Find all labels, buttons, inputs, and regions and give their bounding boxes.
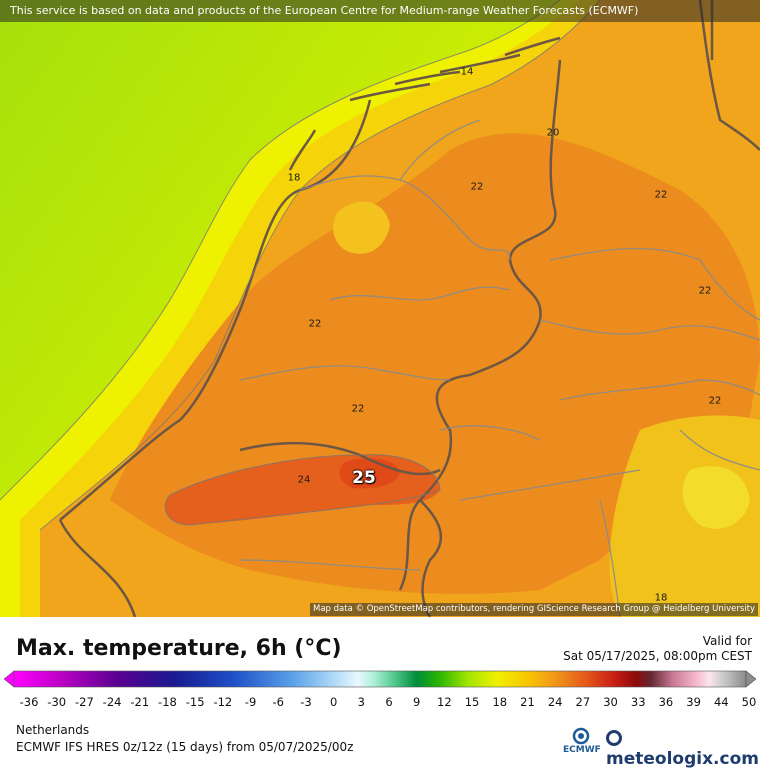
scale-tick-label: -27 xyxy=(74,695,94,709)
scale-tick-label: 33 xyxy=(630,695,646,709)
scale-tick-label: 15 xyxy=(464,695,480,709)
scale-tick-label: 21 xyxy=(520,695,535,709)
scale-tick-label: -15 xyxy=(185,695,205,709)
temperature-label: 22 xyxy=(351,403,365,415)
page-title: Max. temperature, 6h (°C) xyxy=(16,636,342,661)
scale-tick-label: 0 xyxy=(329,695,338,709)
scale-tick-label: 18 xyxy=(492,695,508,709)
cool-pocket-ijssel xyxy=(333,201,390,254)
model-info: ECMWF IFS HRES 0z/12z (15 days) from 05/… xyxy=(16,740,354,754)
province-borders xyxy=(239,119,760,617)
meteologix-label: meteologix.com xyxy=(606,749,759,769)
region-name: Netherlands xyxy=(16,723,90,737)
meteologix-logo[interactable]: meteologix.com xyxy=(606,729,760,769)
scale-ticks: -36 -30 -27 -24 -21 -18 -15 -12 -9 -6 -3 0 3 6 9 12 15 18… xyxy=(0,695,760,711)
frisian-islands xyxy=(288,36,561,171)
meteologix-icon xyxy=(606,730,622,746)
temperature-label: 22 xyxy=(308,318,322,330)
scale-tick-label: 50 xyxy=(741,695,757,709)
scale-tick-label: 9 xyxy=(413,695,421,709)
temperature-label: 18 xyxy=(654,592,668,604)
temperature-label: 22 xyxy=(698,285,712,297)
valid-for-label: Valid for xyxy=(702,634,752,648)
isotherms xyxy=(0,0,601,531)
scale-tick-label: -30 xyxy=(47,695,67,709)
scale-tick-label: 24 xyxy=(547,695,563,709)
temperature-label: 22 xyxy=(708,395,722,407)
scale-tick-label: -6 xyxy=(272,695,284,709)
scale-tick-label: 44 xyxy=(713,695,729,709)
temperature-label: 18 xyxy=(287,172,301,184)
scale-tick-label: 6 xyxy=(385,695,393,709)
color-scale xyxy=(4,670,756,688)
scale-tick-label: 30 xyxy=(603,695,618,709)
cool-pocket-east xyxy=(682,466,750,529)
scale-tick-label: 27 xyxy=(575,695,591,709)
scale-tick-label: -21 xyxy=(130,695,150,709)
scale-tick-label: 36 xyxy=(658,695,674,709)
scale-bar xyxy=(13,670,747,688)
temperature-label: 24 xyxy=(297,474,311,486)
scale-tick-label: -24 xyxy=(102,695,122,709)
ecmwf-banner: This service is based on data and produc… xyxy=(0,0,760,22)
max-temperature-marker[interactable]: 25 xyxy=(352,468,376,488)
legend-panel xyxy=(0,617,760,760)
weather-map[interactable]: This service is based on data and produc… xyxy=(0,0,760,617)
scale-tick-label: -3 xyxy=(300,695,312,709)
temperature-label: 22 xyxy=(470,181,484,193)
ecmwf-logo-icon xyxy=(572,727,590,745)
scale-tick-label: -36 xyxy=(19,695,39,709)
scale-tick-label: -12 xyxy=(213,695,233,709)
scale-left-arrow xyxy=(4,670,15,688)
temperature-field xyxy=(0,0,760,617)
scale-tick-label: -18 xyxy=(158,695,177,709)
temperature-label: 22 xyxy=(654,189,668,201)
ecmwf-logo-text: ECMWF xyxy=(563,745,601,755)
scale-tick-label: 12 xyxy=(437,695,452,709)
cool-pocket-southeast xyxy=(609,415,760,617)
scale-right-arrow xyxy=(745,670,756,688)
map-attribution[interactable]: Map data © OpenStreetMap contributors, r… xyxy=(310,603,758,616)
scale-tick-label: -9 xyxy=(244,695,257,709)
valid-time: Sat 05/17/2025, 08:00pm CEST xyxy=(563,649,752,663)
scale-tick-label: 3 xyxy=(357,695,365,709)
temperature-label: 20 xyxy=(546,127,560,139)
temperature-label: 14 xyxy=(460,66,474,78)
scale-tick-label: 39 xyxy=(686,695,701,709)
